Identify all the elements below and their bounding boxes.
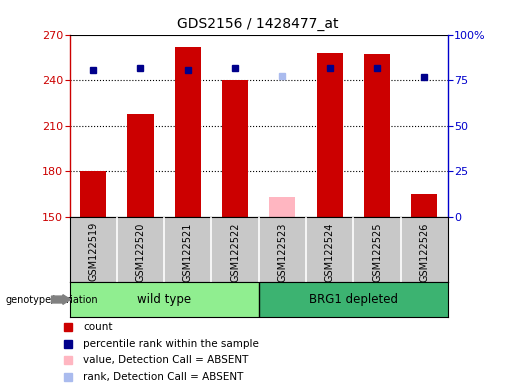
Text: rank, Detection Call = ABSENT: rank, Detection Call = ABSENT bbox=[83, 372, 244, 382]
Text: GSM122522: GSM122522 bbox=[230, 222, 240, 282]
Text: percentile rank within the sample: percentile rank within the sample bbox=[83, 339, 259, 349]
Bar bbox=[80, 171, 106, 217]
Bar bbox=[269, 197, 296, 217]
Text: GSM122519: GSM122519 bbox=[88, 222, 98, 281]
Text: GSM122526: GSM122526 bbox=[419, 222, 430, 281]
Text: GSM122523: GSM122523 bbox=[278, 222, 287, 281]
Bar bbox=[364, 54, 390, 217]
Bar bbox=[128, 114, 153, 217]
Text: wild type: wild type bbox=[137, 293, 191, 306]
Text: GSM122524: GSM122524 bbox=[325, 222, 335, 281]
Bar bbox=[175, 47, 201, 217]
Text: value, Detection Call = ABSENT: value, Detection Call = ABSENT bbox=[83, 356, 249, 366]
Bar bbox=[222, 80, 248, 217]
Bar bbox=[259, 282, 448, 317]
Text: genotype/variation: genotype/variation bbox=[5, 295, 98, 305]
Text: GDS2156 / 1428477_at: GDS2156 / 1428477_at bbox=[177, 17, 338, 31]
Bar bbox=[411, 194, 437, 217]
Text: BRG1 depleted: BRG1 depleted bbox=[309, 293, 398, 306]
Text: GSM122520: GSM122520 bbox=[135, 222, 146, 281]
Bar bbox=[317, 53, 343, 217]
Bar bbox=[70, 282, 259, 317]
Text: count: count bbox=[83, 322, 113, 332]
Text: GSM122525: GSM122525 bbox=[372, 222, 382, 282]
Text: GSM122521: GSM122521 bbox=[183, 222, 193, 281]
